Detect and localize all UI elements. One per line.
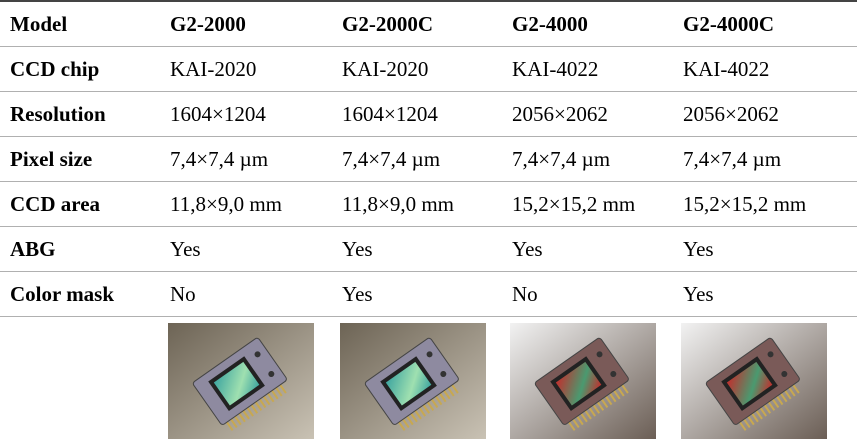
cell: Yes bbox=[673, 272, 857, 317]
row-label: CCD chip bbox=[0, 47, 160, 92]
cell: KAI-2020 bbox=[160, 47, 332, 92]
cell: Yes bbox=[160, 227, 332, 272]
cell: 2056×2062 bbox=[502, 92, 673, 137]
ccd-image bbox=[510, 323, 656, 439]
row-label: Model bbox=[0, 1, 160, 47]
image-row bbox=[0, 317, 857, 445]
image-cell bbox=[160, 317, 332, 445]
image-cell bbox=[673, 317, 857, 445]
cell: KAI-2020 bbox=[332, 47, 502, 92]
cell: G2-2000 bbox=[160, 1, 332, 47]
cell: 1604×1204 bbox=[332, 92, 502, 137]
row-label: Color mask bbox=[0, 272, 160, 317]
row-label: ABG bbox=[0, 227, 160, 272]
cell: Yes bbox=[332, 272, 502, 317]
cell: KAI-4022 bbox=[673, 47, 857, 92]
row-label: Resolution bbox=[0, 92, 160, 137]
row-label: CCD area bbox=[0, 182, 160, 227]
cell: Yes bbox=[673, 227, 857, 272]
ccd-image bbox=[168, 323, 314, 439]
cell: 7,4×7,4 µm bbox=[673, 137, 857, 182]
row-label: Pixel size bbox=[0, 137, 160, 182]
cell: 7,4×7,4 µm bbox=[502, 137, 673, 182]
cell: Yes bbox=[502, 227, 673, 272]
cell: KAI-4022 bbox=[502, 47, 673, 92]
cell: G2-4000C bbox=[673, 1, 857, 47]
cell: 7,4×7,4 µm bbox=[332, 137, 502, 182]
cell: 11,8×9,0 mm bbox=[332, 182, 502, 227]
cell: No bbox=[160, 272, 332, 317]
cell: 1604×1204 bbox=[160, 92, 332, 137]
ccd-image bbox=[681, 323, 827, 439]
cell: G2-2000C bbox=[332, 1, 502, 47]
cell: Yes bbox=[332, 227, 502, 272]
cell: 2056×2062 bbox=[673, 92, 857, 137]
cell: No bbox=[502, 272, 673, 317]
cell: 15,2×15,2 mm bbox=[673, 182, 857, 227]
empty-cell bbox=[0, 317, 160, 445]
image-cell bbox=[502, 317, 673, 445]
cell: G2-4000 bbox=[502, 1, 673, 47]
cell: 7,4×7,4 µm bbox=[160, 137, 332, 182]
ccd-image bbox=[340, 323, 486, 439]
image-cell bbox=[332, 317, 502, 445]
cell: 11,8×9,0 mm bbox=[160, 182, 332, 227]
cell: 15,2×15,2 mm bbox=[502, 182, 673, 227]
